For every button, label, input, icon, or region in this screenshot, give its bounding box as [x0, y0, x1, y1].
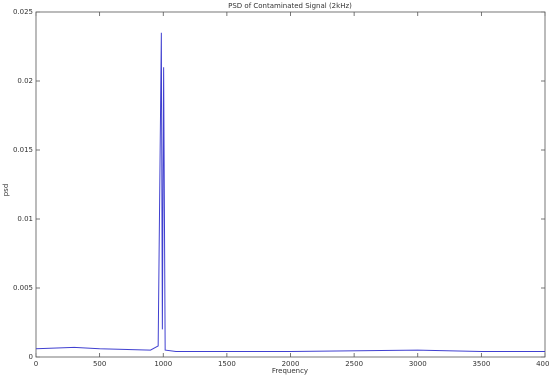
plot-frame — [35, 11, 546, 358]
x-tick-label: 4000 — [536, 360, 550, 368]
x-tick-label: 2000 — [282, 360, 300, 368]
y-tick-label: 0 — [29, 353, 33, 361]
y-tick-label: 0.02 — [17, 77, 33, 85]
x-tick-label: 1000 — [154, 360, 172, 368]
y-tick-label: 0.005 — [13, 284, 33, 292]
y-tick-label: 0.025 — [13, 8, 33, 16]
x-tick-label: 3500 — [472, 360, 490, 368]
data-line — [35, 32, 545, 352]
y-axis-label: psd — [2, 184, 10, 197]
x-tick-label: 0 — [34, 360, 38, 368]
y-tick-label: 0.015 — [13, 146, 33, 154]
x-tick-label: 500 — [93, 360, 106, 368]
chart-title: PSD of Contaminated Signal (2kHz) — [228, 2, 352, 10]
x-tick-label: 2500 — [345, 360, 363, 368]
x-axis-label: Frequency — [272, 367, 308, 375]
x-tick-label: 1500 — [218, 360, 236, 368]
x-tick-label: 3000 — [409, 360, 427, 368]
y-tick-label: 0.01 — [17, 215, 33, 223]
